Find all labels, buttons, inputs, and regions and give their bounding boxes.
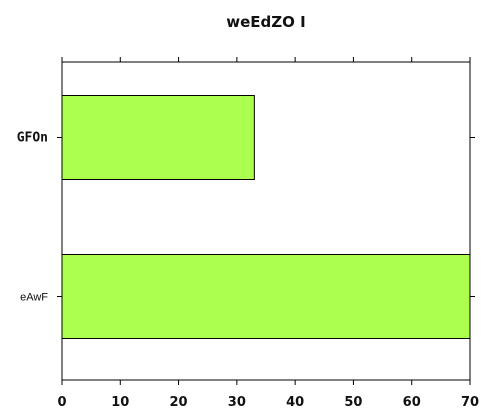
y-tick-label-1: eAwF (20, 292, 48, 304)
bar-0 (61, 95, 255, 180)
x-tick-label-2: 20 (170, 395, 188, 410)
x-tick-label-5: 50 (344, 395, 362, 410)
x-tick-label-4: 40 (286, 395, 304, 410)
x-tick-label-0: 0 (57, 395, 66, 410)
chart-title: weEdZO I (226, 13, 305, 31)
x-tick-label-6: 60 (403, 395, 421, 410)
x-tick-label-3: 30 (228, 395, 246, 410)
x-tick-label-1: 10 (111, 395, 129, 410)
axes-frame (61, 61, 471, 381)
y-tick-label-0: GFOn (17, 131, 48, 146)
bar-1 (61, 254, 471, 339)
plot-area: GFOn eAwF 0 10 20 30 40 50 60 70 (17, 57, 479, 410)
x-tick-label-7: 70 (461, 395, 479, 410)
